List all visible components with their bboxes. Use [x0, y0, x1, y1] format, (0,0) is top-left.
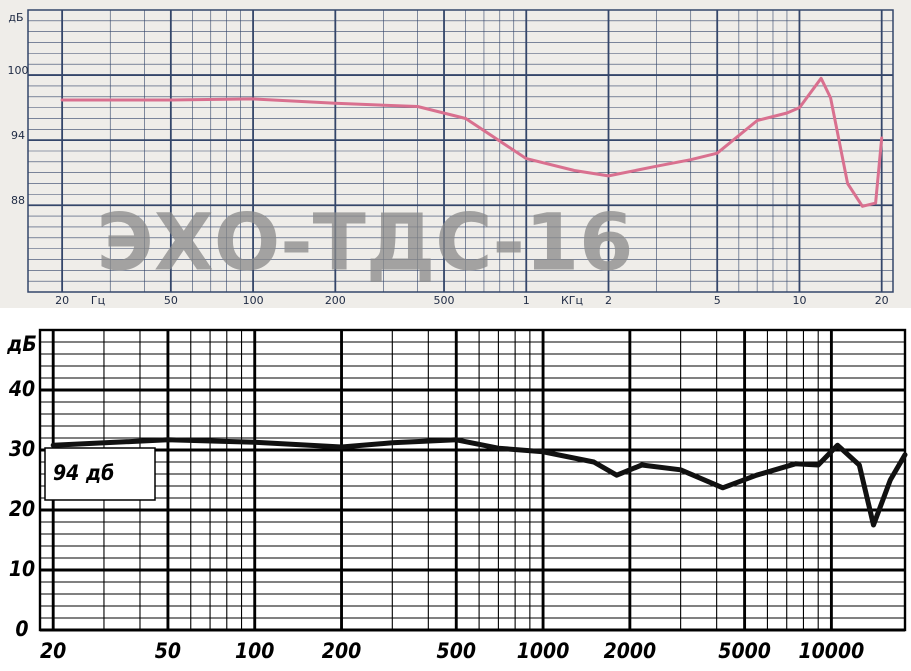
- annotation-box: [44, 447, 156, 501]
- y-tick-label: 10: [9, 557, 35, 581]
- top-chart: 20 50 100 200 500 1 2 5 10 20 88 94 100 дБ Гц КГц ЭХО-ТД…: [8, 9, 894, 307]
- y-axis-label: дБ: [6, 332, 37, 356]
- x-tick-label: 500: [434, 294, 455, 307]
- x-tick-label: 100: [243, 294, 264, 307]
- y-tick-label: 40: [8, 377, 35, 401]
- x-tick-label: 20: [40, 639, 66, 663]
- data-line: [60, 76, 884, 208]
- y-tick-label: 88: [11, 194, 25, 207]
- x-tick-label: 10000: [799, 639, 865, 663]
- top-panel: [0, 0, 911, 308]
- y-tick-label: 94: [11, 129, 25, 142]
- annotation: КГц: [561, 294, 583, 307]
- data-line: [50, 437, 908, 528]
- annotation: ЭХО-ТДС-16: [97, 198, 634, 288]
- x-tick-label: 5: [714, 294, 721, 307]
- x-tick-label: 2000: [604, 639, 657, 663]
- annotation: Гц: [91, 294, 105, 307]
- x-tick-label: 100: [235, 639, 274, 663]
- y-tick-label: 100: [8, 64, 29, 77]
- x-tick-label: 10: [792, 294, 806, 307]
- x-tick-label: 1: [523, 294, 530, 307]
- x-tick-label: 50: [164, 294, 178, 307]
- x-tick-label: 20: [55, 294, 69, 307]
- x-tick-label: 500: [437, 639, 476, 663]
- x-tick-label: 5000: [718, 639, 771, 663]
- y-axis-label: дБ: [8, 11, 23, 24]
- x-tick-label: 200: [322, 639, 361, 663]
- bottom-chart: 20 50 100 200 500 1000 2000 5000 10000 0 10 20 30 40 д…: [6, 328, 908, 663]
- x-tick-label: 200: [325, 294, 346, 307]
- x-tick-label: 2: [605, 294, 612, 307]
- x-tick-label: 20: [875, 294, 889, 307]
- x-tick-label: 50: [155, 639, 181, 663]
- x-tick-label: 1000: [517, 639, 570, 663]
- y-tick-label: 0: [15, 617, 28, 641]
- y-tick-label: 30: [9, 437, 35, 461]
- annotation: 94 дб: [53, 461, 114, 485]
- y-tick-label: 20: [9, 497, 35, 521]
